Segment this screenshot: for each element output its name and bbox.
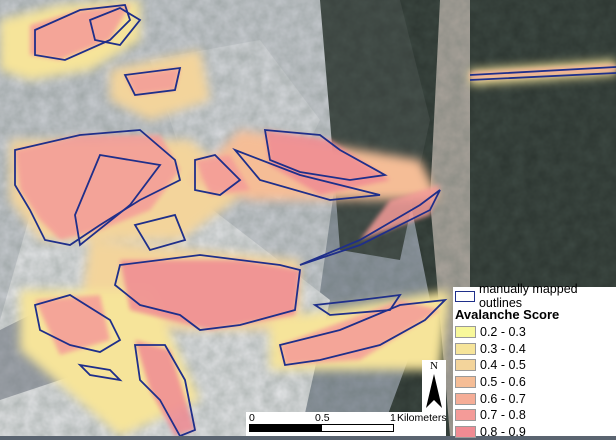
legend-swatch [455, 392, 476, 405]
outline-label: manually mapped outlines [478, 282, 578, 310]
scale-tick-0-5: 0.5 [315, 412, 330, 424]
legend-class-label: 0.3 - 0.4 [480, 341, 526, 356]
legend-title: Avalanche Score [455, 307, 560, 322]
north-arrow: N [422, 360, 446, 412]
legend-class-entry: 0.2 - 0.3 [453, 324, 616, 341]
legend-class-entry: 0.8 - 0.9 [453, 424, 616, 440]
legend: manually mapped outlines Avalanche Score… [453, 282, 616, 439]
manually-mapped-outlines [14, 4, 616, 436]
legend-class-entry: 0.7 - 0.8 [453, 407, 616, 424]
legend-class-entry: 0.3 - 0.4 [453, 341, 616, 358]
scale-segment-black [249, 424, 323, 432]
legend-class-entry: 0.6 - 0.7 [453, 390, 616, 407]
legend-swatch [455, 326, 476, 339]
legend-class-entry: 0.4 - 0.5 [453, 357, 616, 374]
legend-swatch [455, 425, 476, 438]
legend-swatch [455, 376, 476, 389]
legend-outline-entry: manually mapped outlines [453, 282, 616, 310]
north-label: N [430, 360, 438, 372]
north-arrow-icon [426, 374, 442, 408]
legend-class-label: 0.7 - 0.8 [480, 408, 526, 423]
scale-unit: Kilometers [397, 412, 447, 424]
legend-class-label: 0.5 - 0.6 [480, 375, 526, 390]
legend-swatch [455, 342, 476, 355]
legend-class-label: 0.2 - 0.3 [480, 325, 526, 340]
scale-tick-1: 1 [390, 412, 396, 424]
legend-class-label: 0.4 - 0.5 [480, 358, 526, 373]
legend-swatch [455, 359, 476, 372]
legend-class-label: 0.8 - 0.9 [480, 424, 526, 439]
scale-tick-0: 0 [249, 412, 255, 424]
scale-segment-white [321, 424, 394, 432]
scale-bar: 0 0.5 1 Kilometers [246, 412, 447, 436]
high-score-layer [15, 5, 616, 436]
legend-swatch [455, 409, 476, 422]
legend-class-label: 0.6 - 0.7 [480, 391, 526, 406]
legend-class-entry: 0.5 - 0.6 [453, 374, 616, 391]
outline-swatch [455, 290, 475, 302]
